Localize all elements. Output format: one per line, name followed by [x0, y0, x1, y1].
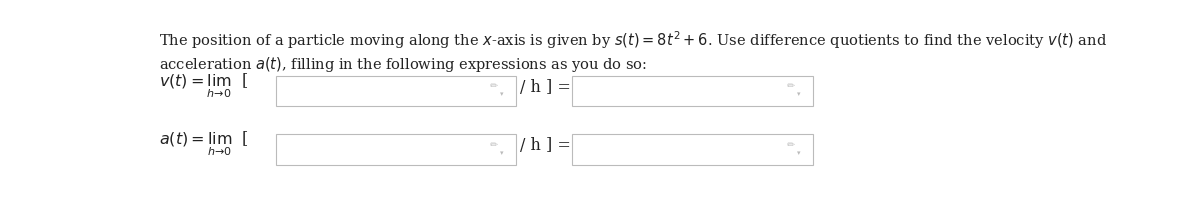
Text: ✏: ✏	[787, 140, 794, 150]
Text: ✏: ✏	[490, 81, 498, 91]
Text: $v(t) = \lim_{h\to 0}$  [: $v(t) = \lim_{h\to 0}$ [	[160, 71, 248, 100]
Text: ▾: ▾	[797, 91, 800, 97]
FancyBboxPatch shape	[572, 134, 812, 165]
Text: / h ] =: / h ] =	[520, 137, 571, 154]
Text: acceleration $a(t)$, filling in the following expressions as you do so:: acceleration $a(t)$, filling in the foll…	[160, 55, 647, 74]
FancyBboxPatch shape	[276, 76, 516, 106]
Text: ▾: ▾	[500, 150, 504, 156]
Text: ✏: ✏	[490, 140, 498, 150]
Text: ▾: ▾	[500, 91, 504, 97]
FancyBboxPatch shape	[572, 76, 812, 106]
Text: The position of a particle moving along the $x$-axis is given by $s(t) = 8t^2 + : The position of a particle moving along …	[160, 29, 1108, 51]
Text: ▾: ▾	[797, 150, 800, 156]
Text: $a(t) = \lim_{h\to 0}$  [: $a(t) = \lim_{h\to 0}$ [	[160, 130, 250, 158]
Text: ✏: ✏	[787, 81, 794, 91]
Text: / h ] =: / h ] =	[520, 79, 571, 96]
FancyBboxPatch shape	[276, 134, 516, 165]
